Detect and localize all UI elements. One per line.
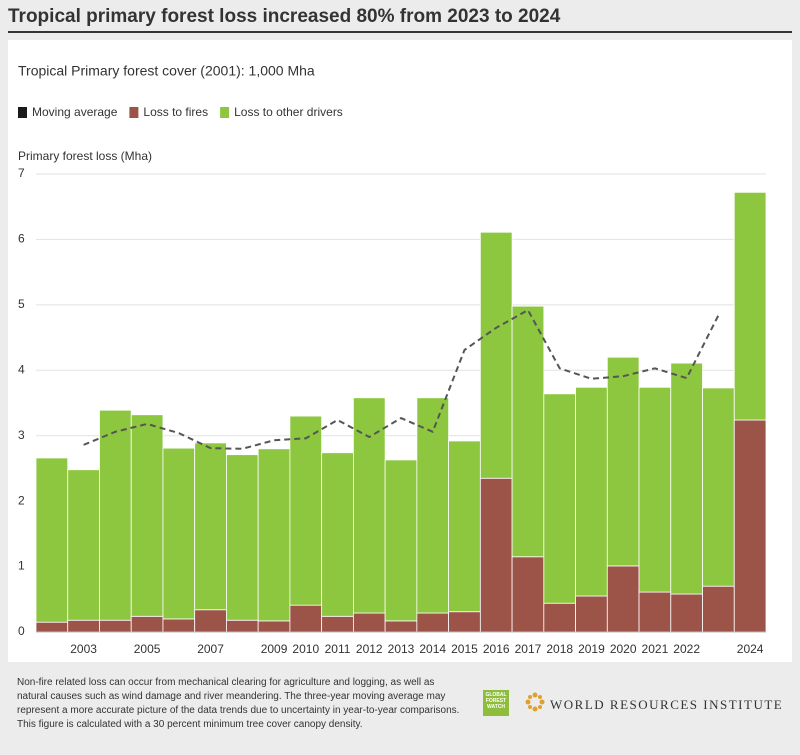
bar-segment <box>289 415 323 606</box>
legend-swatch <box>18 107 27 118</box>
bar-segment <box>670 593 703 633</box>
x-tick-label: 2016 <box>483 642 510 656</box>
bar-segment <box>416 612 450 633</box>
bar-segment <box>543 602 576 633</box>
footnote: Non-fire related loss can occur from mec… <box>17 677 460 730</box>
chart-title: Tropical primary forest loss increased 8… <box>8 6 561 27</box>
bar-segment <box>35 457 69 623</box>
bar-segment <box>162 618 196 633</box>
bar-segment <box>543 393 576 604</box>
bar-segment <box>511 556 545 633</box>
bar-segment <box>162 447 196 620</box>
y-tick-label: 7 <box>18 166 25 180</box>
bar-segment <box>479 477 513 633</box>
x-tick-label: 2012 <box>356 642 383 656</box>
bar-segment <box>226 454 259 621</box>
bar-segment <box>575 595 608 633</box>
bar-segment <box>99 619 132 633</box>
wri-logo: WORLD RESOURCES INSTITUTE <box>550 697 784 712</box>
x-tick-label: 2021 <box>642 642 669 656</box>
y-tick-label: 6 <box>18 232 25 246</box>
x-tick-label: 2019 <box>578 642 605 656</box>
bar-segment <box>321 452 354 617</box>
bar-segment <box>226 619 259 633</box>
bar-segment <box>67 619 100 633</box>
bar-segment <box>670 362 703 595</box>
bar-segment <box>321 615 354 633</box>
bar-segment <box>448 611 481 633</box>
x-tick-label: 2022 <box>673 642 700 656</box>
chart: Tropical Primary forest cover (2001): 1,… <box>18 63 767 656</box>
x-tick-label: 2014 <box>419 642 446 656</box>
legend-label: Loss to fires <box>143 105 208 119</box>
x-tick-label: 2018 <box>546 642 573 656</box>
bar-segment <box>479 231 513 479</box>
bar-segment <box>702 387 735 587</box>
x-tick-label: 2009 <box>261 642 288 656</box>
x-tick-label: 2005 <box>134 642 161 656</box>
bar-segment <box>257 620 291 633</box>
x-tick-label: 2015 <box>451 642 478 656</box>
bar-segment <box>257 448 291 622</box>
bar-segment <box>289 604 323 633</box>
bar-segment <box>130 615 164 633</box>
y-tick-label: 4 <box>18 362 25 376</box>
bar-segment <box>448 440 481 613</box>
bar-segment <box>67 469 100 621</box>
x-tick-label: 2003 <box>70 642 97 656</box>
y-tick-label: 0 <box>18 624 25 638</box>
bar-segment <box>384 620 418 633</box>
y-tick-label: 2 <box>18 493 25 507</box>
bar-segment <box>702 585 735 633</box>
y-tick-label: 3 <box>18 428 25 442</box>
bar-segment <box>35 621 69 633</box>
x-tick-label: 2024 <box>737 642 764 656</box>
bar-segment <box>352 397 386 614</box>
bar-segment <box>384 459 418 622</box>
chart-subtitle: Tropical Primary forest cover (2001): 1,… <box>18 63 315 79</box>
bar-segment <box>733 191 767 421</box>
y-axis-label: Primary forest loss (Mha) <box>18 149 152 163</box>
bar-segment <box>638 386 672 593</box>
y-tick-label: 5 <box>18 297 25 311</box>
bar-segment <box>416 397 450 614</box>
x-tick-label: 2010 <box>292 642 319 656</box>
bar-segment <box>511 305 545 558</box>
legend-swatch <box>129 107 139 118</box>
bar-segment <box>99 409 132 621</box>
chart-panel: Tropical Primary forest cover (2001): 1,… <box>8 40 792 662</box>
bar-segment <box>194 442 227 611</box>
legend-label: Moving average <box>32 105 118 119</box>
bar-segment <box>638 591 672 633</box>
bar-segment <box>575 386 608 597</box>
x-tick-label: 2017 <box>515 642 542 656</box>
x-tick-label: 2011 <box>325 642 351 656</box>
bar-segment <box>130 414 164 617</box>
gfw-logo: GLOBAL FOREST WATCH <box>483 690 509 716</box>
x-tick-label: 2007 <box>197 642 224 656</box>
moving-average-line <box>83 309 720 450</box>
bar-segment <box>733 419 767 633</box>
legend-swatch <box>220 107 230 118</box>
y-tick-label: 1 <box>18 559 25 573</box>
x-tick-label: 2020 <box>610 642 637 656</box>
bar-segment <box>352 612 386 633</box>
legend-label: Loss to other drivers <box>234 105 343 119</box>
bar-segment <box>606 356 640 567</box>
wri-icon <box>525 692 545 712</box>
title-rule <box>8 31 792 33</box>
bar-segment <box>606 565 640 633</box>
bar-segment <box>194 609 227 633</box>
x-tick-label: 2013 <box>388 642 415 656</box>
